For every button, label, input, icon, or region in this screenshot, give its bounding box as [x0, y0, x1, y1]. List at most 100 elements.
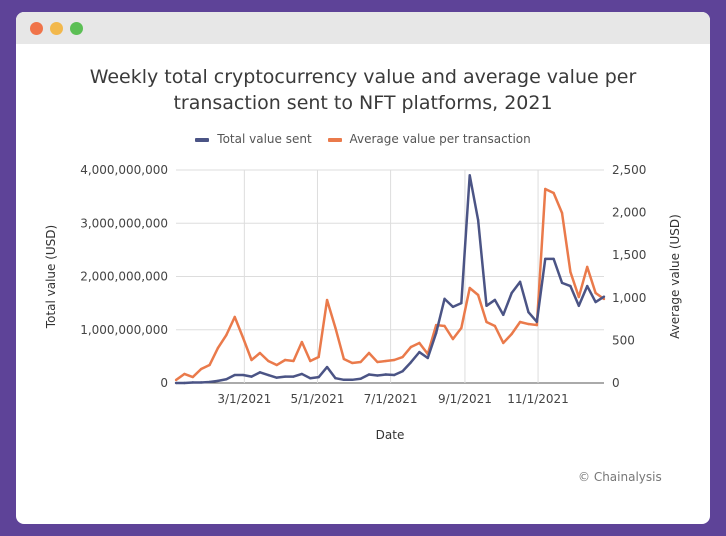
data-point	[586, 284, 589, 288]
data-point	[309, 377, 312, 380]
data-point	[334, 377, 337, 380]
data-point	[401, 355, 404, 359]
data-point	[258, 351, 262, 355]
data-point	[460, 326, 463, 330]
data-point	[267, 359, 270, 363]
close-window-icon[interactable]	[30, 22, 43, 35]
chart-title-line: transaction sent to NFT platforms, 2021	[173, 92, 553, 114]
data-point	[409, 361, 413, 364]
credit: © Chainalysis	[578, 470, 662, 484]
data-point	[216, 379, 220, 383]
data-point	[418, 350, 421, 354]
data-point	[426, 356, 429, 360]
data-point	[325, 298, 329, 302]
data-point	[384, 359, 388, 363]
data-point	[485, 320, 488, 324]
browser-window: Weekly total cryptocurrency value and av…	[16, 12, 710, 524]
data-point	[460, 301, 463, 305]
data-point	[342, 357, 346, 361]
data-point	[351, 361, 354, 365]
data-point	[476, 218, 480, 222]
data-point	[586, 265, 589, 269]
maximize-window-icon[interactable]	[70, 22, 83, 35]
x-tick-label: 3/1/2021	[217, 392, 271, 406]
y-right-tick-label: 2,000	[612, 206, 646, 220]
chart-title-line: Weekly total cryptocurrency value and av…	[89, 66, 637, 88]
legend-label: Total value sent	[217, 132, 312, 146]
data-point	[325, 365, 329, 369]
series-line-total-value	[176, 174, 605, 385]
data-point	[199, 381, 203, 384]
data-point	[233, 373, 236, 377]
data-point	[401, 370, 404, 373]
data-point	[283, 375, 287, 378]
y-left-tick-label: 3,000,000,000	[80, 216, 168, 230]
x-axis-title: Date	[376, 428, 405, 442]
data-point	[250, 358, 253, 362]
data-point	[359, 360, 362, 364]
x-tick-label: 9/1/2021	[438, 392, 492, 406]
data-point	[451, 305, 455, 309]
data-point	[535, 320, 539, 323]
data-point	[594, 291, 597, 295]
data-point	[225, 333, 228, 337]
y-left-tick-label: 2,000,000,000	[80, 270, 168, 284]
legend-label: Average value per transaction	[349, 132, 531, 146]
data-point	[367, 351, 371, 355]
data-point	[552, 257, 555, 261]
data-point	[434, 331, 438, 335]
data-point	[191, 381, 194, 384]
data-point	[225, 378, 228, 381]
data-point	[334, 326, 337, 330]
y-left-tick-label: 1,000,000,000	[80, 323, 168, 337]
data-point	[569, 270, 572, 274]
legend-item-total[interactable]: Total value sent	[195, 132, 312, 146]
y-right-tick-label: 1,500	[612, 248, 646, 262]
series-line-average-value	[175, 187, 605, 382]
data-point	[174, 378, 178, 382]
window-titlebar	[16, 12, 710, 44]
data-point	[292, 375, 295, 378]
data-point	[208, 363, 211, 367]
data-point	[485, 304, 488, 307]
y-right-tick-label: 2,500	[612, 163, 646, 177]
data-point	[535, 323, 539, 327]
data-point	[451, 337, 455, 341]
data-point	[250, 375, 253, 378]
legend-item-average[interactable]: Average value per transaction	[327, 132, 531, 146]
y-right-tick-label: 500	[612, 333, 635, 347]
data-point	[275, 376, 278, 379]
data-point	[359, 377, 362, 380]
data-point	[241, 336, 245, 340]
data-point	[560, 281, 564, 285]
legend-swatch	[327, 137, 342, 142]
data-point	[527, 322, 530, 326]
x-tick-label: 11/1/2021	[507, 392, 569, 406]
data-point	[544, 187, 547, 191]
data-point	[527, 310, 530, 314]
data-point	[384, 373, 388, 376]
data-point	[183, 372, 186, 376]
data-point	[602, 295, 606, 298]
data-point	[275, 363, 278, 367]
data-point	[560, 211, 564, 215]
data-point	[267, 373, 270, 377]
legend: Total value sent Average value per trans…	[16, 132, 710, 146]
data-point	[317, 355, 320, 359]
data-point	[241, 373, 245, 377]
data-point	[577, 304, 581, 307]
chart-title: Weekly total cryptocurrency value and av…	[16, 64, 710, 116]
data-point	[518, 280, 522, 284]
data-point	[342, 378, 346, 382]
data-point	[376, 360, 379, 364]
data-point	[418, 341, 421, 345]
data-point	[216, 346, 220, 350]
minimize-window-icon[interactable]	[50, 22, 63, 35]
data-point	[493, 298, 497, 302]
data-point	[183, 381, 186, 385]
data-point	[174, 381, 178, 385]
data-point	[502, 313, 505, 317]
data-point	[552, 191, 555, 195]
data-point	[443, 297, 446, 301]
data-point	[502, 341, 505, 345]
